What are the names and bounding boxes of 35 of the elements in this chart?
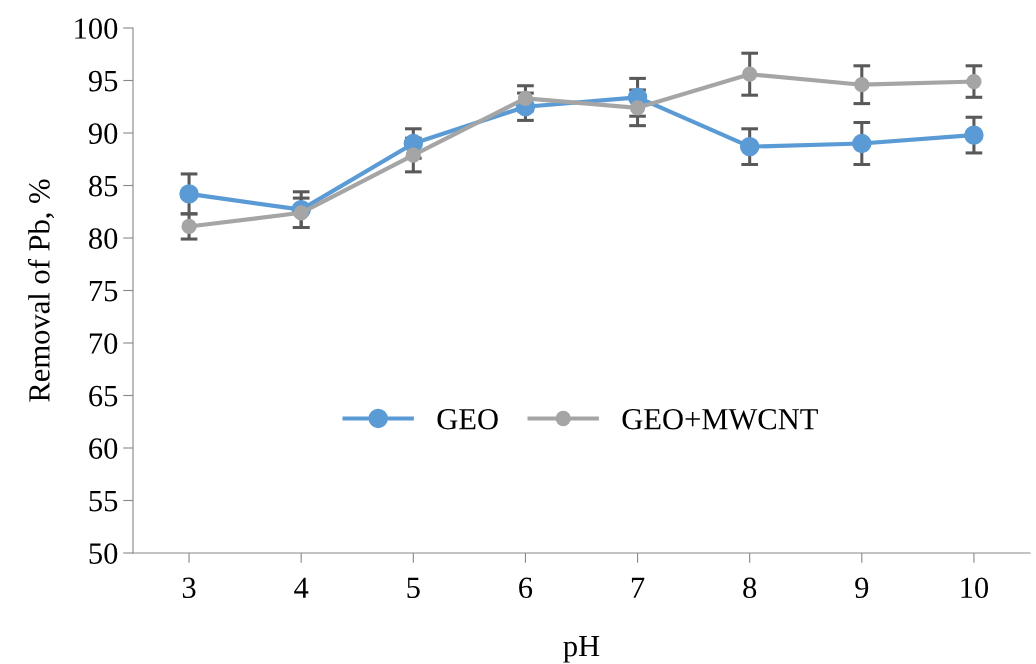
- x-tick-label: 3: [182, 577, 196, 599]
- point: [964, 125, 984, 145]
- point: [179, 184, 199, 204]
- y-tick-label: 70: [89, 333, 118, 354]
- y-tick-label: 50: [89, 543, 118, 564]
- y-tick-label: 100: [75, 18, 118, 39]
- legend-label: GEO+MWCNT: [622, 408, 818, 430]
- point: [742, 66, 758, 82]
- point: [517, 90, 534, 106]
- x-tick-label: 5: [407, 577, 420, 599]
- x-tick-label: 8: [743, 577, 757, 599]
- x-tick-label: 7: [631, 577, 645, 598]
- y-tick-label: 80: [89, 228, 118, 249]
- y-tick-label: 75: [89, 281, 118, 302]
- y-tick-label: 55: [89, 491, 118, 512]
- legend-label: GEO: [437, 408, 498, 430]
- point: [852, 133, 872, 154]
- point: [405, 147, 421, 163]
- y-tick-label: 85: [89, 175, 118, 197]
- point: [854, 77, 870, 93]
- y-tick-label: 90: [88, 123, 118, 144]
- x-tick-label: 4: [294, 577, 309, 598]
- x-tick-label: 6: [519, 577, 533, 599]
- y-tick-label: 95: [88, 70, 118, 92]
- y-axis-title: Removal of Pb, %: [27, 179, 55, 402]
- y-tick-label: 65: [89, 385, 118, 407]
- point: [966, 73, 982, 90]
- x-tick-label: 10: [961, 577, 989, 599]
- y-tick-label: 60: [89, 438, 118, 459]
- point: [629, 100, 646, 116]
- x-axis-title: pH: [563, 636, 600, 663]
- point: [739, 136, 760, 157]
- point: [181, 218, 197, 235]
- x-tick-label: 9: [855, 577, 869, 599]
- point: [293, 205, 309, 221]
